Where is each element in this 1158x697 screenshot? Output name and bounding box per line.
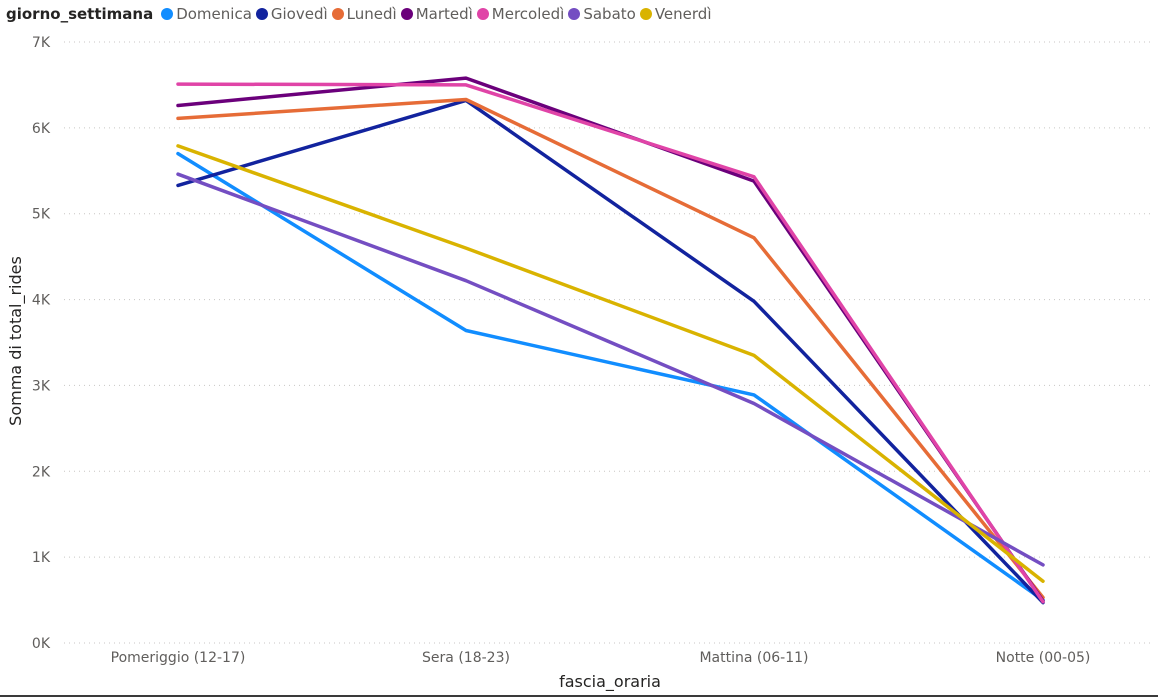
bottom-border bbox=[0, 695, 1158, 697]
y-axis-title: Somma di total_rides bbox=[6, 256, 26, 426]
legend-item-6[interactable]: Venerdì bbox=[639, 5, 712, 23]
legend-item-0[interactable]: Domenica bbox=[161, 5, 252, 23]
legend-item-4[interactable]: Mercoledì bbox=[476, 5, 565, 23]
legend-marker bbox=[161, 8, 174, 20]
legend-items: Domenica Giovedì Lunedì Martedì Mercoledì Sab… bbox=[161, 5, 715, 23]
x-tick-label: Pomeriggio (12-17) bbox=[111, 650, 246, 666]
series-line-2[interactable] bbox=[176, 97, 1045, 600]
y-tick-label: 0K bbox=[32, 636, 51, 652]
x-tick-label: Mattina (06-11) bbox=[699, 650, 808, 666]
y-tick-label: 7K bbox=[32, 35, 51, 51]
legend-label: Giovedì bbox=[270, 5, 328, 23]
y-tick-label: 6K bbox=[32, 121, 51, 137]
legend-marker bbox=[400, 8, 413, 20]
legend-label: Venerdì bbox=[654, 5, 712, 23]
legend-label: Sabato bbox=[583, 5, 636, 23]
legend-marker bbox=[476, 8, 489, 20]
series-line-3[interactable] bbox=[176, 76, 1045, 603]
legend-marker bbox=[331, 8, 344, 20]
y-tick-label: 3K bbox=[32, 378, 51, 394]
legend-marker bbox=[255, 8, 268, 20]
series-line-6[interactable] bbox=[176, 144, 1045, 583]
series-line-4[interactable] bbox=[176, 82, 1045, 604]
legend-item-5[interactable]: Sabato bbox=[568, 5, 636, 23]
series-line-1[interactable] bbox=[176, 98, 1045, 605]
x-axis-title: fascia_oraria bbox=[559, 672, 661, 692]
legend-item-3[interactable]: Martedì bbox=[400, 5, 473, 23]
x-axis-ticks: Pomeriggio (12-17) Sera (18-23) Mattina (0… bbox=[111, 650, 1091, 666]
legend-marker bbox=[568, 8, 581, 20]
legend-item-1[interactable]: Giovedì bbox=[255, 5, 328, 23]
y-tick-label: 2K bbox=[32, 464, 51, 480]
y-tick-label: 4K bbox=[32, 293, 51, 309]
y-tick-label: 5K bbox=[32, 207, 51, 223]
x-tick-label: Notte (00-05) bbox=[996, 650, 1091, 666]
y-axis-ticks: 0K 1K 2K 3K 4K 5K 6K 7K bbox=[32, 35, 51, 652]
y-tick-label: 1K bbox=[32, 550, 51, 566]
series-line-0[interactable] bbox=[176, 151, 1045, 602]
legend: giorno_settimana Domenica Giovedì Lunedì Ma… bbox=[6, 4, 715, 24]
legend-label: Mercoledì bbox=[491, 5, 565, 23]
series-line-5[interactable] bbox=[176, 172, 1045, 567]
legend-marker bbox=[639, 8, 652, 20]
legend-title: giorno_settimana bbox=[6, 5, 154, 23]
legend-label: Martedì bbox=[415, 5, 473, 23]
series-lines bbox=[176, 76, 1045, 605]
x-tick-label: Sera (18-23) bbox=[422, 650, 510, 666]
legend-item-2[interactable]: Lunedì bbox=[331, 5, 397, 23]
legend-label: Domenica bbox=[176, 5, 252, 23]
legend-label: Lunedì bbox=[346, 5, 397, 23]
